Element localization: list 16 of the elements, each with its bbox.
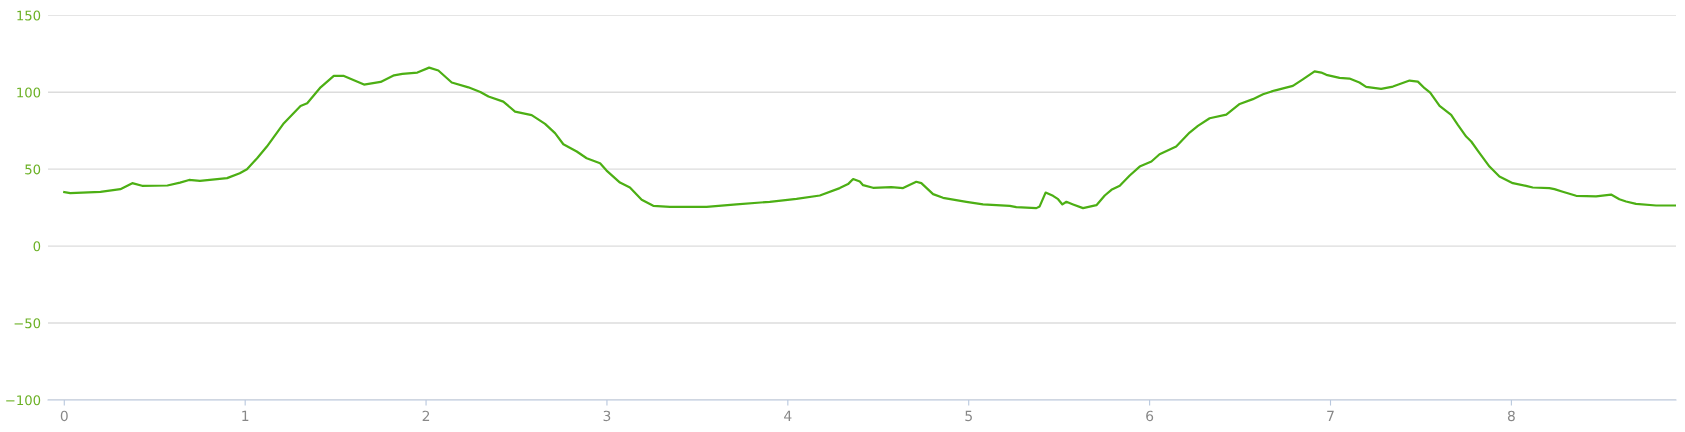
y-tick-label: −100 <box>6 395 41 406</box>
y-tick-label: 100 <box>17 87 41 98</box>
x-tick-label: 1 <box>242 410 249 421</box>
x-tick-label: 2 <box>422 410 430 421</box>
line-series <box>63 66 1676 210</box>
x-tick-label: 0 <box>60 410 68 422</box>
y-tick-label: −50 <box>14 318 41 329</box>
x-tick-label: 8 <box>1507 410 1515 422</box>
x-tick-label: 5 <box>965 410 972 422</box>
y-tick-label: 150 <box>17 10 41 21</box>
x-tick-label: 6 <box>1146 410 1154 422</box>
x-tick-label: 7 <box>1327 410 1334 421</box>
x-tick-label: 4 <box>784 410 792 421</box>
y-tick-label: 50 <box>25 164 41 175</box>
y-tick-label: 0 <box>33 241 41 252</box>
x-tick-label: 3 <box>603 410 611 422</box>
